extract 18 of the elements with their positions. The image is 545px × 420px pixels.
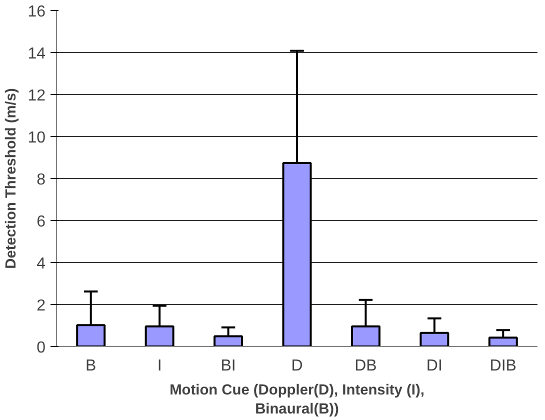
y-tick-label: 2 [36,298,46,314]
x-tick-label: DI [426,358,442,374]
y-tick-label: 14 [28,46,46,62]
y-axis-title: Detection Threshold (m/s) [4,88,20,269]
y-tick-label: 16 [28,4,46,20]
y-tick-label: 4 [36,256,46,272]
y-tick-label: 10 [28,130,46,146]
y-tick-label: 12 [28,88,46,104]
x-tick-label: I [157,358,162,374]
x-tick-label: D [291,358,303,374]
x-tick-label: BI [220,358,236,374]
x-tick-label: DIB [490,358,516,374]
x-tick-label: B [86,358,96,374]
y-tick-label: 8 [36,172,46,188]
y-tick-label: 0 [36,340,46,356]
y-tick-label: 6 [36,214,46,230]
x-axis-title: Motion Cue (Doppler(D), Intensity (I), Binaural(B)) [170,382,424,418]
x-tick-label: DB [354,358,377,374]
